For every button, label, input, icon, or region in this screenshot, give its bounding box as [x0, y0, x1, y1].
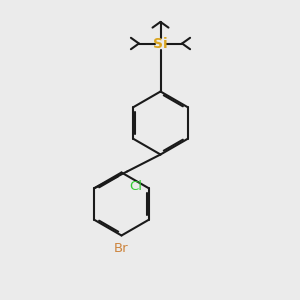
Text: Br: Br — [114, 242, 129, 255]
Text: Si: Si — [153, 37, 168, 50]
Text: Cl: Cl — [130, 180, 143, 193]
